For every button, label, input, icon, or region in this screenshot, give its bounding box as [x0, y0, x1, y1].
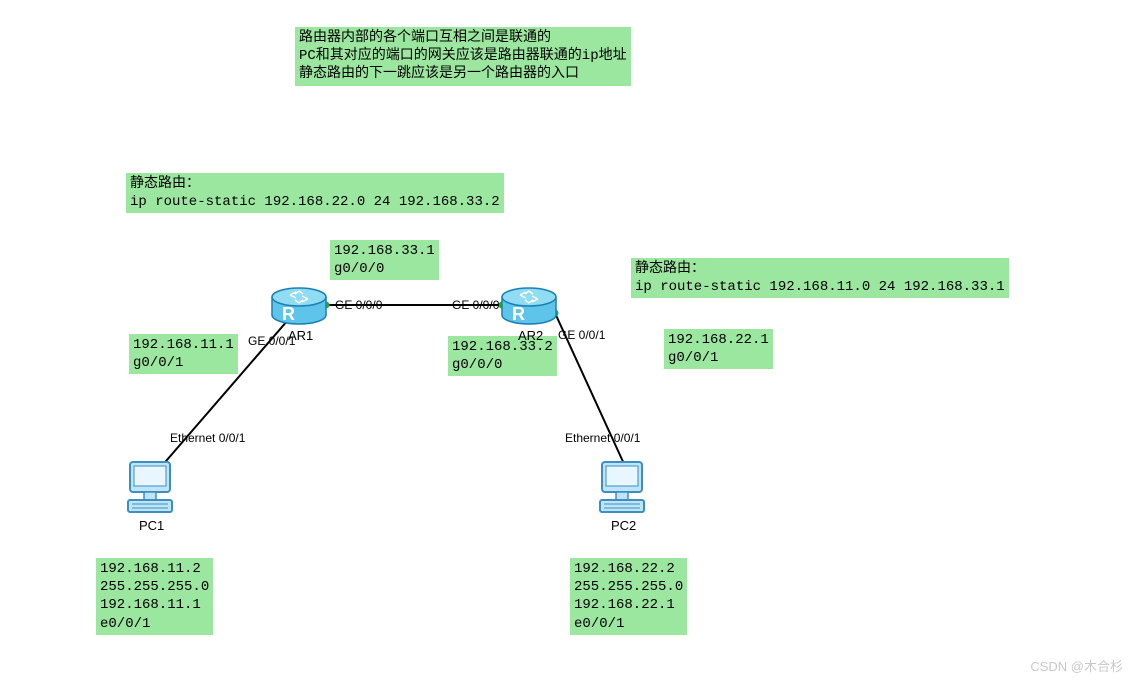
diagram-canvas: 路由器内部的各个端口互相之间是联通的 PC和其对应的端口的网关应该是路由器联通的… [0, 0, 1133, 681]
label-pc1: PC1 [139, 518, 164, 533]
note-ar2-g001: 192.168.22.1 g0/0/1 [664, 329, 773, 369]
port-ar1-ge000: GE 0/0/0 [335, 298, 382, 312]
port-ar2-ge000: GE 0/0/0 [452, 298, 499, 312]
note-ar1-g001: 192.168.11.1 g0/0/1 [129, 334, 238, 374]
device-pc1[interactable] [124, 460, 176, 516]
port-pc2-eth: Ethernet 0/0/1 [565, 431, 640, 445]
device-router-ar1[interactable]: R [270, 285, 328, 325]
label-pc2: PC2 [611, 518, 636, 533]
note-static-route-ar2: 静态路由： ip route-static 192.168.11.0 24 19… [631, 258, 1009, 298]
label-ar2: AR2 [518, 328, 543, 343]
note-pc1-config: 192.168.11.2 255.255.255.0 192.168.11.1 … [96, 558, 213, 635]
note-pc2-config: 192.168.22.2 255.255.255.0 192.168.22.1 … [570, 558, 687, 635]
note-static-route-ar1: 静态路由： ip route-static 192.168.22.0 24 19… [126, 173, 504, 213]
svg-text:R: R [512, 304, 525, 324]
port-ar1-ge001: GE 0/0/1 [248, 334, 295, 348]
port-ar2-ge001: GE 0/0/1 [558, 328, 605, 342]
note-top-explain: 路由器内部的各个端口互相之间是联通的 PC和其对应的端口的网关应该是路由器联通的… [295, 27, 631, 86]
device-pc2[interactable] [596, 460, 648, 516]
watermark: CSDN @木合杉 [1030, 656, 1123, 675]
svg-text:R: R [282, 304, 295, 324]
note-ar1-g000: 192.168.33.1 g0/0/0 [330, 240, 439, 280]
port-pc1-eth: Ethernet 0/0/1 [170, 431, 245, 445]
device-router-ar2[interactable]: R [500, 285, 558, 325]
